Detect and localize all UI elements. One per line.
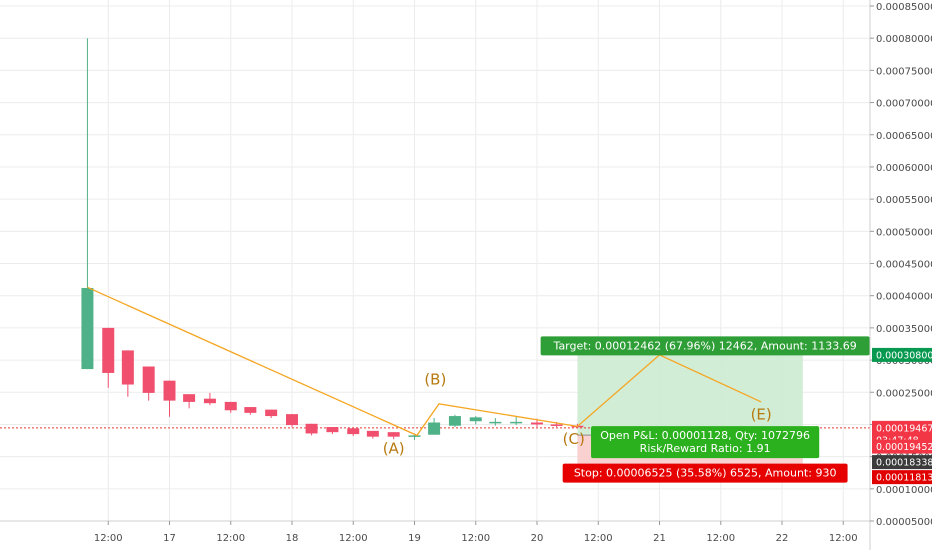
price-tick-label: 0.00065000: [876, 131, 932, 142]
candle-down: [305, 423, 318, 434]
price-tag-bg: [872, 439, 932, 454]
candle-up: [448, 416, 461, 426]
price-tag-bg: [872, 420, 932, 435]
candle-down: [265, 409, 278, 417]
stop-label-text: Stop: 0.00006525 (35.58%) 6525, Amount: …: [574, 467, 837, 480]
target-label: Target: 0.00012462 (67.96%) 12462, Amoun…: [540, 336, 870, 356]
time-tick-label: 12:00: [461, 533, 490, 544]
price-tick-label: 0.00075000: [876, 66, 932, 77]
price-tag-text: 0.00019452: [876, 442, 932, 453]
wave-label: (A): [383, 439, 405, 457]
price-tag-bg: [872, 470, 932, 485]
time-tick-label: 17: [163, 533, 176, 544]
price-tick-label: 0.00005000: [876, 517, 932, 528]
time-tick-label: 19: [408, 533, 421, 544]
price-tick-label: 0.00010000: [876, 485, 932, 496]
pnl-label-text: Risk/Reward Ratio: 1.91: [640, 442, 771, 455]
target-zone: [577, 354, 803, 436]
candle-up: [408, 435, 421, 437]
time-tick-label: 12:00: [94, 533, 123, 544]
time-tick-label: 21: [653, 533, 666, 544]
stop-label-bg: [562, 463, 848, 483]
candle-up: [81, 287, 94, 370]
pnl-label: Open P&L: 0.00001128, Qty: 1072796Risk/R…: [591, 426, 820, 459]
price-tick-label: 0.00055000: [876, 195, 932, 206]
candle-down: [244, 407, 257, 413]
price-tag-text: 0.00018338: [876, 458, 932, 469]
candle-down: [163, 380, 176, 401]
candle-up: [469, 417, 482, 422]
time-tick-label: 18: [286, 533, 299, 544]
time-tick-label: 12:00: [216, 533, 245, 544]
pnl-label-bg: [591, 426, 820, 459]
time-axis[interactable]: 12:00 17 12:00 18 12:00 19 12:00 20 12:00 21 12:00…: [0, 520, 870, 544]
price-tags: 0.000308000.0001946703:47:480.000194520.…: [872, 347, 932, 485]
price-tick-label: 0.00070000: [876, 99, 932, 110]
price-tick-label: 0.00025000: [876, 388, 932, 399]
price-tick-label: 0.00040000: [876, 292, 932, 303]
candle-down: [203, 398, 216, 404]
price-axis[interactable]: 0.00085000 0.00080000 0.00075000 0.00070000…: [869, 0, 932, 550]
candle-down: [347, 428, 360, 435]
candle-down: [387, 432, 400, 437]
candle-down: [286, 414, 298, 426]
wave-label: (B): [424, 371, 446, 389]
price-tag-text: 0.00030800: [876, 350, 932, 361]
candle-down: [366, 430, 379, 437]
stop-label: Stop: 0.00006525 (35.58%) 6525, Amount: …: [562, 463, 848, 483]
price-tick-label: 0.00080000: [876, 34, 932, 45]
wave-label: (C): [563, 430, 585, 448]
price-tick-label: 0.00085000: [876, 2, 932, 13]
candles: [81, 38, 584, 440]
time-tick-label: 22: [776, 533, 789, 544]
price-tag-text: 0.00019467: [876, 423, 932, 434]
target-label-text: Target: 0.00012462 (67.96%) 12462, Amoun…: [553, 339, 857, 352]
price-tick-label: 0.00035000: [876, 324, 932, 335]
time-tick-label: 12:00: [339, 533, 368, 544]
price-tick-label: 0.00060000: [876, 163, 932, 174]
candle-down: [531, 422, 543, 425]
candle-up: [428, 422, 441, 435]
time-tick-label: 12:00: [706, 533, 735, 544]
time-tick-label: 12:00: [584, 533, 613, 544]
price-tag-bg: [872, 455, 932, 470]
candle-down: [183, 394, 196, 402]
target-label-bg: [540, 336, 870, 356]
pnl-label-text: Open P&L: 0.00001128, Qty: 1072796: [600, 429, 810, 442]
candle-down: [550, 424, 563, 426]
candle-up: [489, 421, 502, 424]
price-tick-label: 0.00050000: [876, 227, 932, 238]
time-tick-label: 12:00: [829, 533, 858, 544]
candle-down: [142, 366, 155, 393]
time-tick-label: 20: [531, 533, 544, 544]
candle-up: [510, 421, 523, 424]
price-tag-bg: [872, 347, 932, 362]
candle-down: [326, 427, 339, 433]
candle-down: [102, 327, 115, 373]
price-tag-text: 0.00011813: [876, 473, 932, 484]
wave-line: [87, 286, 762, 437]
wave-label: (E): [751, 405, 772, 423]
candle-down: [224, 401, 237, 411]
position-labels: Target: 0.00012462 (67.96%) 12462, Amoun…: [540, 336, 870, 483]
candle-down: [121, 350, 134, 385]
price-tick-label: 0.00045000: [876, 260, 932, 271]
